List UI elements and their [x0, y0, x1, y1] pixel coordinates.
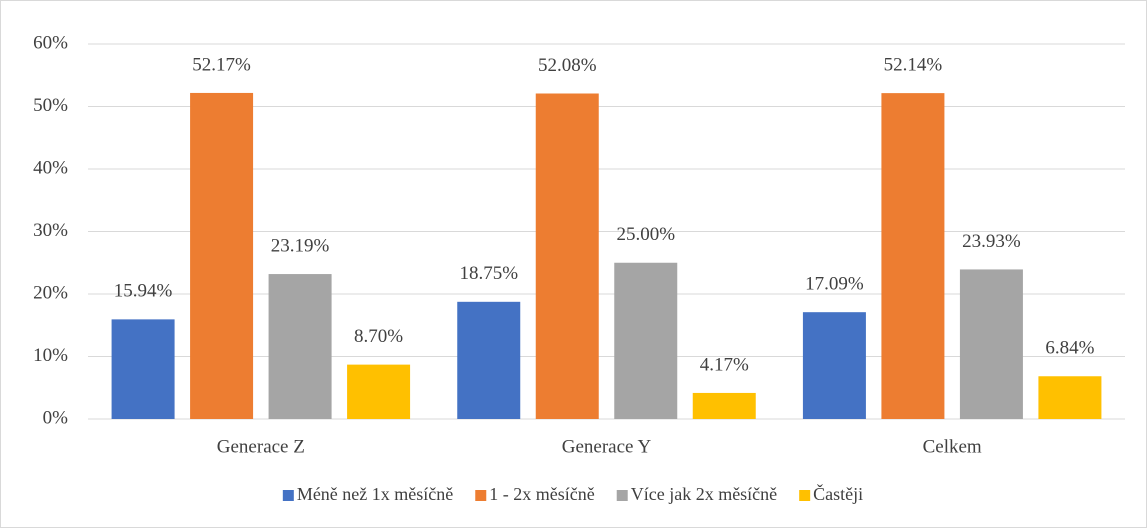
data-label: 15.94%	[114, 281, 173, 302]
data-label: 4.17%	[700, 354, 749, 375]
y-tick-label: 60%	[33, 32, 68, 53]
data-label: 18.75%	[459, 263, 518, 284]
legend-swatch	[475, 490, 487, 501]
legend-label: 1 - 2x měsíčně	[489, 484, 594, 504]
y-tick-label: 50%	[33, 95, 68, 116]
y-tick-label: 20%	[33, 282, 68, 303]
data-label: 6.84%	[1045, 338, 1094, 359]
legend-swatch	[282, 490, 294, 501]
data-label: 17.09%	[805, 274, 864, 295]
y-tick-label: 40%	[33, 157, 68, 178]
bar	[535, 93, 599, 419]
bar	[692, 392, 756, 419]
bar	[457, 301, 521, 419]
bar	[959, 269, 1023, 419]
y-tick-label: 10%	[33, 345, 68, 366]
bar	[1038, 376, 1102, 419]
legend-label: Více jak 2x měsíčně	[631, 484, 777, 504]
y-tick-label: 0%	[43, 407, 69, 428]
x-tick-label: Generace Z	[217, 436, 305, 457]
x-tick-label: Generace Y	[562, 436, 652, 457]
bar	[268, 274, 332, 419]
data-label: 52.14%	[884, 54, 943, 75]
data-label: 8.70%	[354, 326, 403, 347]
x-tick-label: Celkem	[923, 436, 982, 457]
bar	[881, 93, 945, 419]
data-label: 23.19%	[271, 235, 330, 256]
bar	[111, 319, 175, 419]
legend-swatch	[799, 490, 811, 501]
data-label: 52.17%	[192, 54, 251, 75]
bar	[190, 92, 254, 419]
bar	[614, 262, 678, 419]
data-label: 23.93%	[962, 231, 1021, 252]
y-tick-label: 30%	[33, 220, 68, 241]
bar	[802, 312, 866, 419]
data-label: 52.08%	[538, 55, 597, 76]
data-label: 25.00%	[616, 224, 675, 245]
bar	[347, 364, 411, 419]
legend-swatch	[616, 490, 628, 501]
legend-label: Méně než 1x měsíčně	[297, 484, 453, 504]
legend-label: Častěji	[813, 483, 863, 504]
